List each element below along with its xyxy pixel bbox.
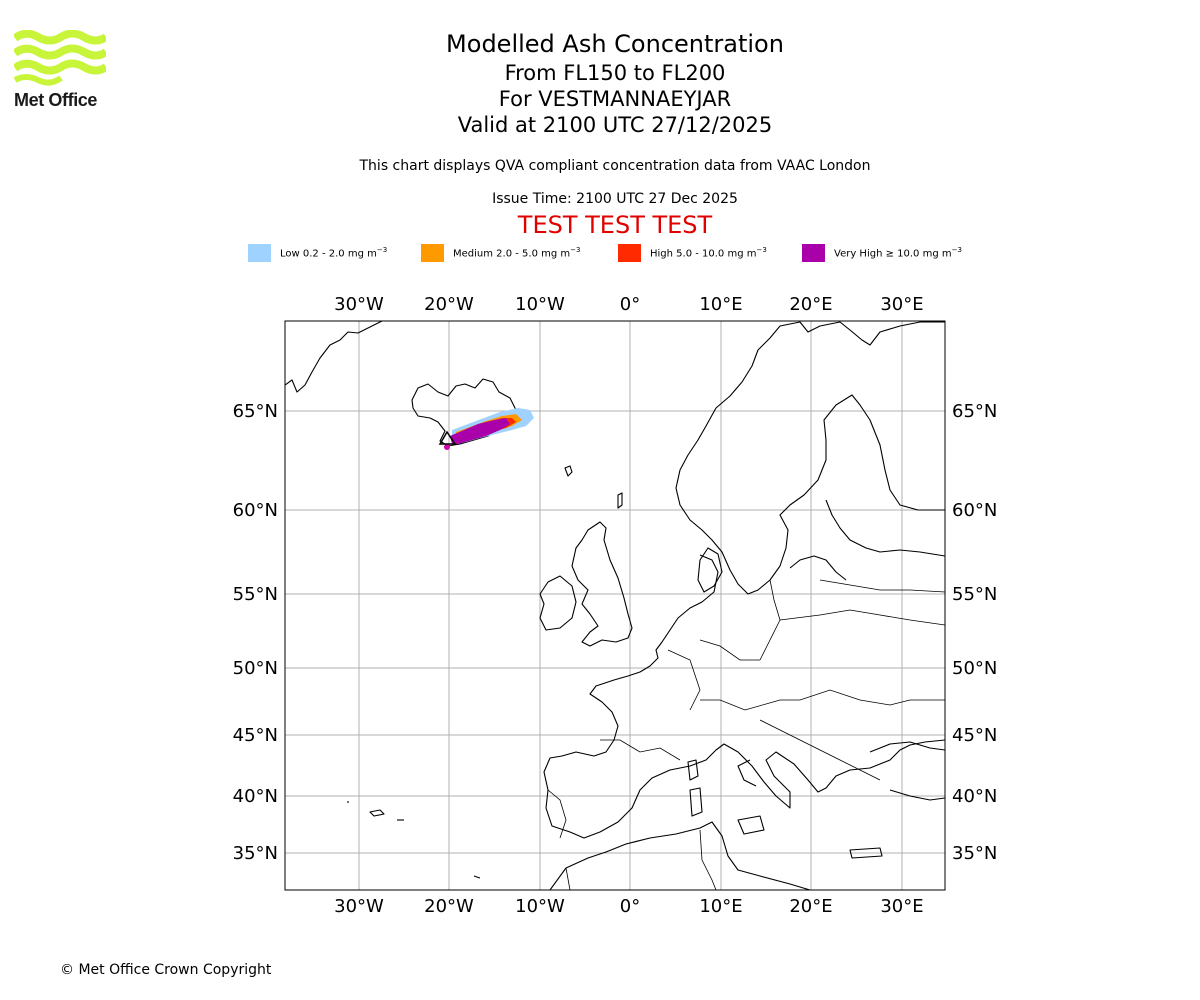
north-africa-coast bbox=[549, 821, 811, 890]
baltic-south-coast bbox=[789, 555, 847, 581]
logo-text: Met Office bbox=[14, 90, 98, 110]
test-banner: TEST TEST TEST bbox=[517, 211, 713, 239]
black-sea-coast bbox=[869, 741, 945, 753]
map-frame bbox=[284, 320, 946, 891]
border-poland-east bbox=[779, 609, 945, 626]
issue-time: Issue Time: 2100 UTC 27 Dec 2025 bbox=[492, 191, 738, 207]
lat-label-left: 40°N bbox=[233, 786, 278, 807]
legend-swatch-high bbox=[618, 244, 641, 262]
lon-labels-bottom: 30°W 20°W 10°W 0° 10°E 20°E 30°E bbox=[334, 896, 923, 917]
border-germany-south bbox=[699, 639, 760, 661]
border-france-spain bbox=[600, 739, 681, 761]
legend-label-low: Low 0.2 - 2.0 mg m bbox=[280, 248, 377, 260]
copyright: © Met Office Crown Copyright bbox=[60, 962, 272, 978]
lon-label-top: 30°W bbox=[334, 294, 384, 315]
border-algeria-tunisia bbox=[699, 829, 717, 890]
border-spain-portugal bbox=[547, 789, 567, 839]
lon-label-top: 10°E bbox=[699, 294, 742, 315]
lat-label-left: 65°N bbox=[233, 401, 278, 422]
lon-label-top: 10°W bbox=[515, 294, 565, 315]
lon-label-bottom: 0° bbox=[620, 896, 640, 917]
lon-label-bottom: 20°W bbox=[424, 896, 474, 917]
coastlines bbox=[285, 321, 945, 890]
denmark-coast bbox=[697, 547, 723, 593]
lon-label-bottom: 20°E bbox=[789, 896, 832, 917]
lat-label-left: 45°N bbox=[233, 725, 278, 746]
lat-label-right: 35°N bbox=[952, 843, 997, 864]
chart-title: Modelled Ash Concentration From FL150 to… bbox=[315, 28, 915, 138]
lat-label-left: 60°N bbox=[233, 500, 278, 521]
azores-2 bbox=[369, 809, 385, 817]
lat-labels-right: 65°N 60°N 55°N 50°N 45°N 40°N 35°N bbox=[952, 401, 997, 864]
faroe-islands bbox=[564, 465, 573, 477]
lat-label-right: 60°N bbox=[952, 500, 997, 521]
legend-label-high: High 5.0 - 10.0 mg m bbox=[650, 248, 757, 260]
lon-labels-top: 30°W 20°W 10°W 0° 10°E 20°E 30°E bbox=[334, 294, 923, 315]
legend-swatch-medium bbox=[421, 244, 444, 262]
title-line-4: Valid at 2100 UTC 27/12/2025 bbox=[457, 113, 773, 137]
lat-label-right: 55°N bbox=[952, 584, 997, 605]
border-baltic-states bbox=[819, 579, 945, 593]
legend-label-very-high: Very High ≥ 10.0 mg m bbox=[834, 248, 952, 260]
lon-label-top: 30°E bbox=[880, 294, 923, 315]
lon-label-bottom: 10°E bbox=[699, 896, 742, 917]
subtitle: This chart displays QVA compliant concen… bbox=[359, 158, 871, 174]
lat-labels-left: 65°N 60°N 55°N 50°N 45°N 40°N 35°N bbox=[233, 401, 278, 864]
legend-swatch-low bbox=[248, 244, 271, 262]
continent-coast bbox=[543, 554, 945, 839]
lon-label-bottom: 10°W bbox=[515, 896, 565, 917]
ireland-coast bbox=[539, 575, 577, 631]
legend-swatch-very-high bbox=[802, 244, 825, 262]
scandinavia-coast bbox=[675, 321, 945, 595]
lon-label-bottom: 30°E bbox=[880, 896, 923, 917]
sicily bbox=[737, 815, 765, 835]
lat-label-right: 40°N bbox=[952, 786, 997, 807]
wave-logo-icon bbox=[12, 29, 109, 86]
met-office-logo: Met Office bbox=[12, 29, 109, 112]
lon-label-bottom: 30°W bbox=[334, 896, 384, 917]
map-gridlines bbox=[285, 321, 945, 890]
title-line-1: Modelled Ash Concentration bbox=[446, 30, 784, 58]
lon-label-top: 20°E bbox=[789, 294, 832, 315]
shetland bbox=[617, 492, 623, 509]
ash-plume bbox=[444, 408, 534, 450]
baltic-finland-coast bbox=[825, 499, 945, 557]
ash-source-spot bbox=[444, 444, 450, 450]
border-alpine bbox=[700, 689, 945, 711]
title-line-2: From FL150 to FL200 bbox=[504, 61, 726, 85]
crete bbox=[849, 847, 883, 859]
lat-label-right: 65°N bbox=[952, 401, 997, 422]
border-germany-poland bbox=[759, 579, 781, 661]
greenland-coast bbox=[285, 321, 383, 393]
sardinia bbox=[689, 787, 703, 817]
lat-label-left: 55°N bbox=[233, 584, 278, 605]
border-france-germany bbox=[667, 649, 701, 711]
italy-west-coast bbox=[737, 759, 757, 787]
lat-label-left: 50°N bbox=[233, 658, 278, 679]
lon-label-top: 0° bbox=[620, 294, 640, 315]
border-morocco-algeria bbox=[565, 867, 571, 890]
turkey-coast bbox=[889, 789, 945, 801]
madeira bbox=[473, 875, 481, 879]
ash-region-very-high bbox=[450, 418, 510, 444]
lon-label-top: 20°W bbox=[424, 294, 474, 315]
great-britain-coast bbox=[571, 521, 633, 647]
legend-label-medium: Medium 2.0 - 5.0 mg m bbox=[453, 248, 571, 260]
border-balkans bbox=[759, 719, 881, 781]
volcano-marker-icon bbox=[438, 430, 457, 445]
corsica bbox=[687, 759, 699, 781]
lat-label-right: 50°N bbox=[952, 658, 997, 679]
title-line-3: For VESTMANNAEYJAR bbox=[498, 87, 732, 111]
national-borders bbox=[547, 579, 945, 890]
lat-label-right: 45°N bbox=[952, 725, 997, 746]
lat-label-left: 35°N bbox=[233, 843, 278, 864]
